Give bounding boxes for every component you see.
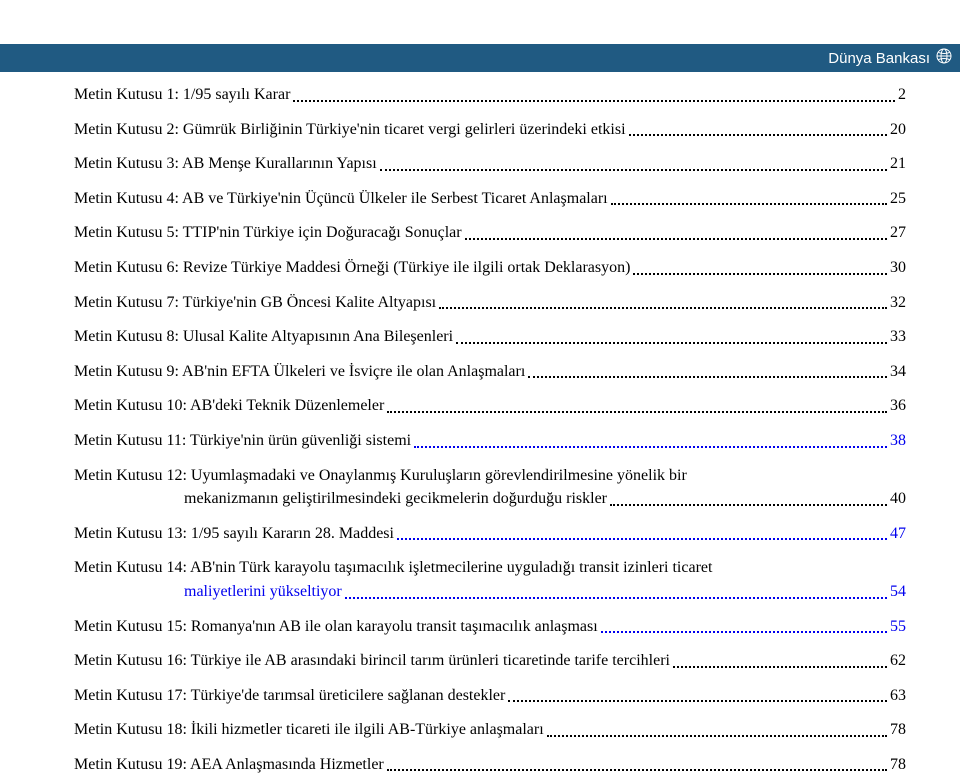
- toc-leader-dots: [387, 411, 887, 413]
- toc-entry: Metin Kutusu 3: AB Menşe Kurallarının Ya…: [74, 153, 906, 175]
- toc-entry: Metin Kutusu 4: AB ve Türkiye'nin Üçüncü…: [74, 188, 906, 210]
- toc-entry: Metin Kutusu 8: Ulusal Kalite Altyapısın…: [74, 326, 906, 348]
- toc-page-number: 55: [890, 616, 906, 638]
- toc-entry[interactable]: Metin Kutusu 11: Türkiye'nin ürün güvenl…: [74, 430, 906, 452]
- toc-entry: Metin Kutusu 6: Revize Türkiye Maddesi Ö…: [74, 257, 906, 279]
- toc-entry-label: Metin Kutusu 1: 1/95 sayılı Karar: [74, 84, 290, 106]
- toc-page-number: 40: [890, 488, 906, 510]
- toc-entry-label: Metin Kutusu 3: AB Menşe Kurallarının Ya…: [74, 153, 377, 175]
- toc-page-number: 32: [890, 292, 906, 314]
- toc-page-number: 27: [890, 222, 906, 244]
- toc-page-number: 38: [890, 430, 906, 452]
- toc-entry-label: Metin Kutusu 2: Gümrük Birliğinin Türkiy…: [74, 119, 626, 141]
- toc-entry-label: Metin Kutusu 19: AEA Anlaşmasında Hizmet…: [74, 754, 384, 776]
- toc-leader-dots: [439, 307, 887, 309]
- toc-entry: Metin Kutusu 19: AEA Anlaşmasında Hizmet…: [74, 754, 906, 776]
- toc-entry: Metin Kutusu 17: Türkiye'de tarımsal üre…: [74, 685, 906, 707]
- document-page: Dünya Bankası Metin Kutusu Listesi Metin…: [0, 44, 960, 784]
- toc-leader-dots: [380, 169, 887, 171]
- toc-leader-dots: [611, 203, 887, 205]
- toc-entry-label: Metin Kutusu 7: Türkiye'nin GB Öncesi Ka…: [74, 292, 436, 314]
- toc-leader-dots: [345, 597, 887, 599]
- toc-entry-label: Metin Kutusu 11: Türkiye'nin ürün güvenl…: [74, 430, 411, 452]
- toc-entry-continuation: maliyetlerini yükseltiyor: [74, 581, 342, 603]
- toc-leader-dots: [673, 666, 887, 668]
- toc-leader-dots: [629, 134, 887, 136]
- toc-entry[interactable]: Metin Kutusu 15: Romanya'nın AB ile olan…: [74, 616, 906, 638]
- toc-entry-label: Metin Kutusu 14: AB'nin Türk karayolu ta…: [74, 557, 906, 579]
- toc-page-number: 63: [890, 685, 906, 707]
- toc-page-number: 62: [890, 650, 906, 672]
- toc-page-number: 36: [890, 395, 906, 417]
- toc-entry: Metin Kutusu 5: TTIP'nin Türkiye için Do…: [74, 222, 906, 244]
- toc-page-number: 78: [890, 754, 906, 776]
- toc-entry[interactable]: Metin Kutusu 14: AB'nin Türk karayolu ta…: [74, 557, 906, 602]
- toc-entry-label: Metin Kutusu 4: AB ve Türkiye'nin Üçüncü…: [74, 188, 608, 210]
- toc-entry-label: Metin Kutusu 8: Ulusal Kalite Altyapısın…: [74, 326, 453, 348]
- toc-leader-dots: [601, 631, 887, 633]
- toc-leader-dots: [293, 100, 895, 102]
- toc-entry: Metin Kutusu 2: Gümrük Birliğinin Türkiy…: [74, 119, 906, 141]
- toc-leader-dots: [610, 504, 887, 506]
- toc-entry-label: Metin Kutusu 13: 1/95 sayılı Kararın 28.…: [74, 523, 394, 545]
- toc-entry-label: Metin Kutusu 9: AB'nin EFTA Ülkeleri ve …: [74, 361, 525, 383]
- toc-entry-label: Metin Kutusu 5: TTIP'nin Türkiye için Do…: [74, 222, 462, 244]
- toc-leader-dots: [397, 538, 887, 540]
- toc-entry-label: Metin Kutusu 12: Uyumlaşmadaki ve Onayla…: [74, 465, 906, 487]
- toc-entry-label: Metin Kutusu 16: Türkiye ile AB arasında…: [74, 650, 670, 672]
- toc-entry: Metin Kutusu 18: İkili hizmetler ticaret…: [74, 719, 906, 741]
- toc-leader-dots: [414, 446, 887, 448]
- toc-entry-continuation: mekanizmanın geliştirilmesindeki gecikme…: [74, 488, 607, 510]
- toc-page-number: 33: [890, 326, 906, 348]
- toc-page-number: 34: [890, 361, 906, 383]
- toc-entry-label: Metin Kutusu 17: Türkiye'de tarımsal üre…: [74, 685, 505, 707]
- toc-entry: Metin Kutusu 16: Türkiye ile AB arasında…: [74, 650, 906, 672]
- header-bar: Dünya Bankası: [0, 44, 960, 72]
- toc-entry-label: Metin Kutusu 18: İkili hizmetler ticaret…: [74, 719, 544, 741]
- toc-entry: Metin Kutusu 7: Türkiye'nin GB Öncesi Ka…: [74, 292, 906, 314]
- toc-leader-dots: [508, 700, 887, 702]
- toc-leader-dots: [633, 273, 887, 275]
- toc-leader-dots: [547, 735, 887, 737]
- toc-entry: Metin Kutusu 9: AB'nin EFTA Ülkeleri ve …: [74, 361, 906, 383]
- toc-entry-label: Metin Kutusu 15: Romanya'nın AB ile olan…: [74, 616, 598, 638]
- toc-list: Metin Kutusu 1: 1/95 sayılı Karar2Metin …: [74, 84, 906, 775]
- toc-page-number: 25: [890, 188, 906, 210]
- toc-page-number: 30: [890, 257, 906, 279]
- toc-entry: Metin Kutusu 1: 1/95 sayılı Karar 2: [74, 84, 906, 106]
- toc-entry: Metin Kutusu 12: Uyumlaşmadaki ve Onayla…: [74, 465, 906, 510]
- toc-entry-label: Metin Kutusu 10: AB'deki Teknik Düzenlem…: [74, 395, 384, 417]
- toc-page-number: 54: [890, 581, 906, 603]
- toc-leader-dots: [528, 376, 887, 378]
- toc-page-number: 47: [890, 523, 906, 545]
- toc-leader-dots: [456, 342, 887, 344]
- toc-entry: Metin Kutusu 10: AB'deki Teknik Düzenlem…: [74, 395, 906, 417]
- toc-entry[interactable]: Metin Kutusu 13: 1/95 sayılı Kararın 28.…: [74, 523, 906, 545]
- toc-page-number: 21: [890, 153, 906, 175]
- toc-leader-dots: [387, 769, 887, 771]
- brand-label: Dünya Bankası: [828, 50, 930, 67]
- toc-page-number: 20: [890, 119, 906, 141]
- globe-icon: [936, 48, 952, 68]
- toc-page-number: 2: [898, 84, 906, 106]
- toc-page-number: 78: [890, 719, 906, 741]
- toc-leader-dots: [465, 238, 887, 240]
- toc-entry-label: Metin Kutusu 6: Revize Türkiye Maddesi Ö…: [74, 257, 630, 279]
